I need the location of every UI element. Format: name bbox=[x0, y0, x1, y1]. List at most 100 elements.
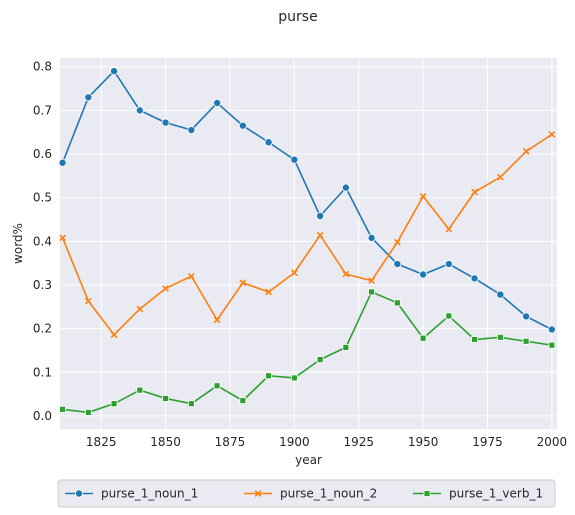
legend-marker bbox=[254, 490, 262, 497]
x-tick-label: 2000 bbox=[537, 435, 568, 449]
plot-area bbox=[60, 58, 557, 429]
y-tick-label: 0.7 bbox=[33, 103, 52, 117]
data-point bbox=[522, 312, 531, 321]
y-tick-label: 0.6 bbox=[33, 147, 52, 161]
data-point bbox=[496, 173, 504, 181]
data-point bbox=[368, 277, 375, 284]
data-point bbox=[136, 305, 144, 313]
data-point bbox=[239, 279, 247, 287]
x-axis-label: year bbox=[295, 453, 322, 467]
data-point bbox=[393, 299, 401, 307]
data-point bbox=[213, 316, 221, 324]
series-line bbox=[61, 70, 553, 331]
legend-item: purse_1_noun_1 bbox=[65, 487, 198, 501]
data-point bbox=[522, 337, 530, 345]
data-point bbox=[470, 274, 479, 283]
legend-marker bbox=[423, 490, 431, 497]
data-point bbox=[84, 297, 92, 305]
y-tick-label: 0.0 bbox=[33, 409, 52, 423]
data-point bbox=[84, 93, 93, 102]
series-line bbox=[61, 133, 553, 336]
data-point bbox=[265, 372, 272, 380]
legend-box bbox=[57, 479, 556, 508]
tick-labels: 1825 1850 1875 1900 1925 1950 1975 2000 0.0 0.1 0.… bbox=[33, 60, 567, 449]
data-point bbox=[110, 67, 119, 76]
legend-label: purse_1_noun_2 bbox=[280, 487, 377, 501]
data-point bbox=[213, 98, 222, 107]
data-point bbox=[162, 395, 169, 402]
data-point bbox=[290, 374, 298, 382]
data-point bbox=[239, 397, 247, 405]
data-point bbox=[187, 272, 195, 280]
data-point bbox=[213, 382, 221, 390]
data-point bbox=[496, 290, 505, 299]
data-point bbox=[162, 285, 169, 292]
data-point bbox=[471, 188, 478, 196]
series-purse_1_noun_1 bbox=[58, 67, 556, 334]
legend: purse_1_noun_1 purse_1_noun_2 purse_1_verb… bbox=[57, 479, 556, 508]
data-point bbox=[367, 233, 376, 242]
y-tick-label: 0.4 bbox=[33, 234, 52, 248]
legend-item: purse_1_verb_1 bbox=[413, 487, 543, 501]
series-purse_1_verb_1 bbox=[59, 288, 556, 416]
data-point bbox=[265, 288, 272, 296]
data-point bbox=[547, 325, 556, 334]
data-point bbox=[110, 400, 118, 408]
data-point bbox=[238, 121, 247, 130]
data-point bbox=[419, 334, 427, 342]
data-point bbox=[290, 155, 299, 164]
x-tick-label: 1925 bbox=[343, 435, 374, 449]
chart-title: purse bbox=[278, 9, 317, 25]
y-tick-label: 0.1 bbox=[33, 365, 52, 379]
data-point bbox=[187, 126, 196, 135]
data-point bbox=[471, 336, 478, 343]
data-point bbox=[342, 343, 350, 351]
data-point bbox=[342, 270, 350, 278]
data-point bbox=[393, 260, 402, 269]
data-point bbox=[445, 225, 453, 233]
data-point bbox=[58, 158, 67, 167]
data-point bbox=[135, 106, 144, 115]
data-point bbox=[290, 269, 298, 277]
legend-label: purse_1_noun_1 bbox=[101, 487, 198, 501]
data-point bbox=[316, 231, 324, 239]
data-point bbox=[59, 234, 66, 242]
data-point bbox=[264, 138, 273, 147]
y-tick-label: 0.5 bbox=[33, 191, 52, 205]
x-tick-label: 1950 bbox=[408, 435, 439, 449]
data-point bbox=[496, 333, 504, 341]
legend-label: purse_1_verb_1 bbox=[449, 487, 543, 501]
data-point bbox=[59, 405, 66, 413]
y-tick-label: 0.3 bbox=[33, 278, 52, 292]
x-tick-label: 1875 bbox=[215, 435, 246, 449]
y-tick-label: 0.2 bbox=[33, 322, 52, 336]
data-point bbox=[316, 356, 324, 364]
x-tick-label: 1825 bbox=[86, 435, 117, 449]
series-line bbox=[62, 291, 552, 414]
data-point bbox=[393, 238, 401, 246]
data-point bbox=[84, 409, 92, 416]
data-point bbox=[419, 270, 428, 279]
data-point bbox=[368, 288, 375, 296]
grid bbox=[60, 58, 557, 429]
data-point bbox=[444, 260, 453, 269]
y-axis-label: word% bbox=[11, 223, 25, 264]
data-point bbox=[110, 331, 118, 339]
data-point bbox=[445, 312, 453, 320]
data-point bbox=[341, 183, 350, 192]
data-point bbox=[136, 386, 144, 394]
data-point bbox=[522, 148, 530, 155]
series-layer bbox=[58, 67, 556, 416]
x-tick-label: 1900 bbox=[279, 435, 310, 449]
legend-marker bbox=[75, 489, 84, 498]
data-point bbox=[548, 341, 556, 349]
data-point bbox=[187, 400, 195, 408]
data-point bbox=[316, 212, 325, 221]
y-tick-label: 0.8 bbox=[33, 60, 52, 74]
legend-item: purse_1_noun_2 bbox=[244, 487, 377, 501]
data-point bbox=[548, 131, 556, 138]
data-point bbox=[419, 192, 427, 200]
series-purse_1_noun_2 bbox=[59, 131, 556, 339]
x-tick-label: 1975 bbox=[472, 435, 503, 449]
